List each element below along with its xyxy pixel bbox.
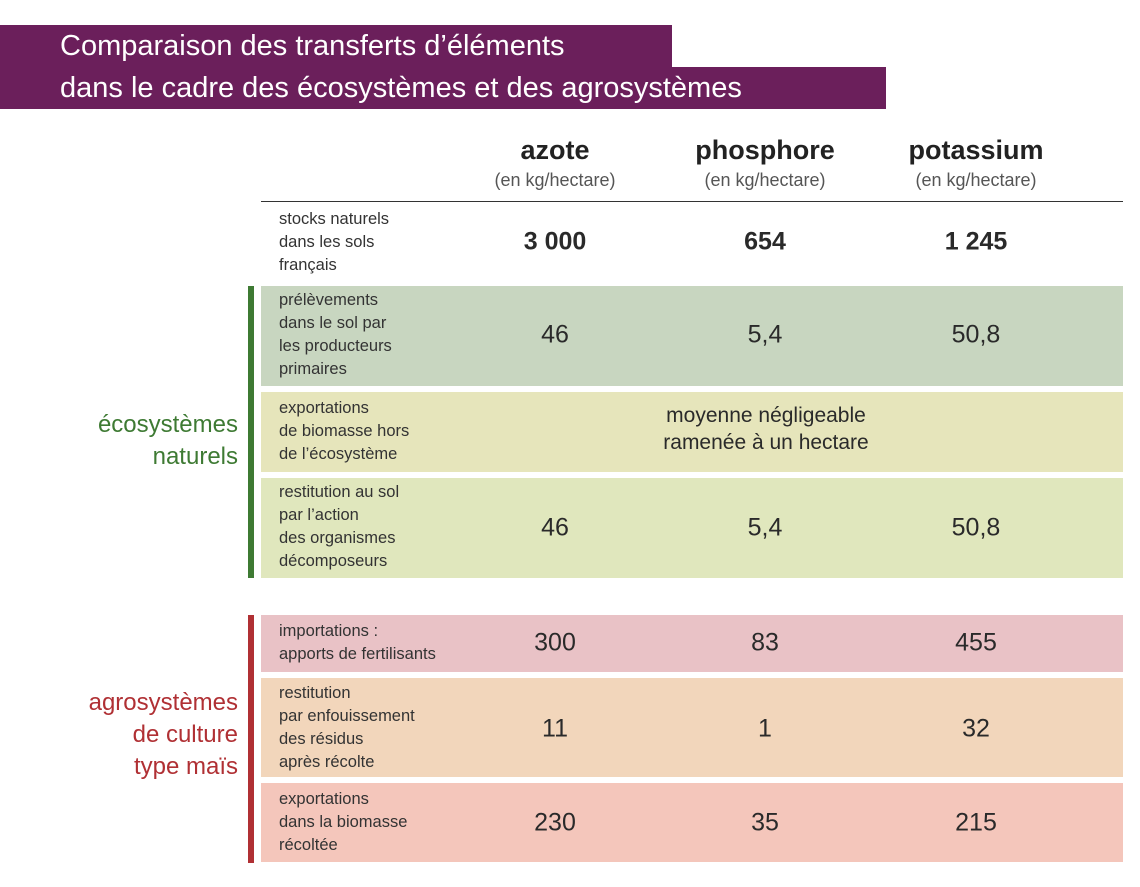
ecosystem-group-bar [248, 286, 254, 578]
column-name: phosphore [695, 135, 835, 165]
value-azote: 46 [541, 320, 569, 349]
value-potassium: 1 245 [944, 227, 1008, 256]
group-label-ecosystemes: écosystèmes naturels [97, 411, 238, 470]
column-unit: (en kg/hectare) [494, 170, 616, 190]
column-name: azote [520, 135, 590, 165]
value-azote: 3 000 [523, 227, 587, 256]
value-potassium: 215 [955, 808, 997, 837]
value-azote: 300 [534, 628, 576, 657]
row-label: prélèvements dans le sol par les product… [279, 291, 392, 378]
row-label: exportations de biomasse hors de l’écosy… [279, 399, 410, 463]
value-azote: 46 [541, 513, 569, 542]
table-row-restitution-ecosysteme: restitution au sol par l’action des orga… [261, 478, 1123, 578]
table-row-exportations-agrosysteme: exportations dans la biomasse récoltée 2… [261, 783, 1123, 862]
row-label: restitution au sol par l’action des orga… [279, 483, 400, 570]
header-divider [261, 201, 1123, 202]
column-name: potassium [908, 135, 1044, 165]
value-phosphore: 35 [751, 808, 779, 837]
table-row-restitution-agrosysteme: restitution par enfouissement des résidu… [261, 678, 1123, 777]
agrosystem-group-bar [248, 615, 254, 863]
value-potassium: 50,8 [951, 513, 1001, 542]
row-label: importations : apports de fertilisants [279, 622, 436, 663]
value-phosphore: 5,4 [747, 513, 783, 542]
merged-value: moyenne négligeable ramenée à un hectare [663, 404, 869, 454]
value-phosphore: 1 [758, 714, 772, 743]
title-line-2: dans le cadre des écosystèmes et des agr… [0, 67, 886, 109]
table-row-stocks: stocks naturels dans les sols français 3… [261, 205, 1123, 278]
table-row-importations: importations : apports de fertilisants 3… [261, 615, 1123, 672]
value-phosphore: 83 [751, 628, 779, 657]
table-row-exportations-ecosysteme: exportations de biomasse hors de l’écosy… [261, 392, 1123, 472]
column-unit: (en kg/hectare) [915, 170, 1037, 190]
column-header-potassium: potassium (en kg/hectare) [866, 132, 1086, 192]
title-line-1: Comparaison des transferts d’éléments [0, 25, 672, 67]
value-potassium: 50,8 [951, 320, 1001, 349]
table-row-prelevements: prélèvements dans le sol par les product… [261, 286, 1123, 386]
value-azote: 11 [542, 714, 568, 743]
value-potassium: 32 [962, 714, 990, 743]
value-phosphore: 5,4 [747, 320, 783, 349]
column-header-phosphore: phosphore (en kg/hectare) [655, 132, 875, 192]
value-potassium: 455 [955, 628, 997, 657]
row-label: stocks naturels dans les sols français [279, 210, 390, 274]
row-label: restitution par enfouissement des résidu… [279, 684, 415, 771]
column-unit: (en kg/hectare) [704, 170, 826, 190]
row-label: exportations dans la biomasse récoltée [279, 790, 408, 854]
column-header-azote: azote (en kg/hectare) [445, 132, 665, 192]
value-phosphore: 654 [744, 227, 786, 256]
value-azote: 230 [534, 808, 576, 837]
group-label-agrosystemes: agrosystèmes de culture type maïs [88, 689, 238, 780]
